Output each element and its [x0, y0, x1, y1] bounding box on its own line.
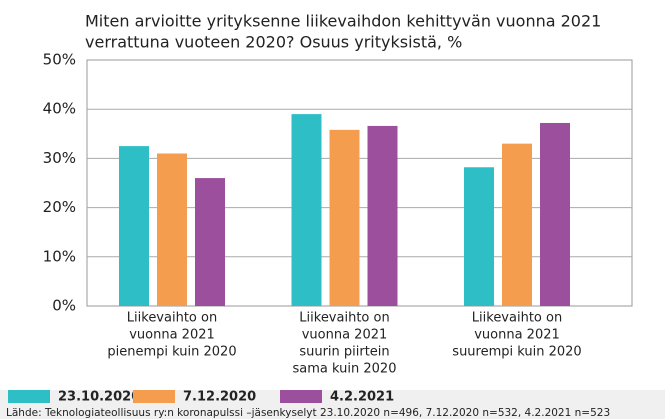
x-tick-label: pienempi kuin 2020 [107, 345, 236, 360]
legend-swatch [8, 390, 50, 403]
legend-label: 23.10.2020 [58, 390, 140, 405]
legend-label: 4.2.2021 [330, 390, 394, 405]
chart-title: Miten arvioitte yrityksenne liikevaihdon… [85, 12, 601, 31]
x-tick-label: Liikevaihto on [472, 311, 562, 326]
y-tick-label: 20% [43, 198, 76, 216]
y-tick-label: 40% [43, 100, 76, 118]
legend-swatch [280, 390, 322, 403]
bar [367, 125, 398, 306]
source-note: Lähde: Teknologiateollisuus ry:n koronap… [6, 407, 610, 419]
bar [464, 167, 494, 306]
bar [157, 153, 187, 306]
x-tick-label: suurin piirtein [299, 345, 389, 360]
bar [540, 122, 570, 306]
x-tick-label: suurempi kuin 2020 [452, 345, 581, 360]
x-tick-label: vuonna 2021 [302, 328, 388, 343]
bar [195, 178, 225, 306]
y-tick-label: 50% [43, 51, 76, 69]
y-tick-label: 0% [52, 297, 76, 315]
legend-swatch [133, 390, 175, 403]
bar [119, 146, 149, 306]
x-tick-label: Liikevaihto on [299, 311, 389, 326]
legend-label: 7.12.2020 [183, 390, 256, 405]
bar [291, 114, 322, 307]
x-tick-label: Liikevaihto on [127, 311, 217, 326]
x-tick-label: vuonna 2021 [129, 328, 215, 343]
x-tick-label: vuonna 2021 [474, 328, 560, 343]
bar [502, 143, 532, 306]
chart-title: verrattuna vuoteen 2020? Osuus yrityksis… [85, 33, 462, 52]
y-tick-label: 30% [43, 149, 76, 167]
bar [329, 129, 360, 306]
y-tick-label: 10% [43, 247, 76, 265]
x-tick-label: sama kuin 2020 [293, 362, 397, 377]
